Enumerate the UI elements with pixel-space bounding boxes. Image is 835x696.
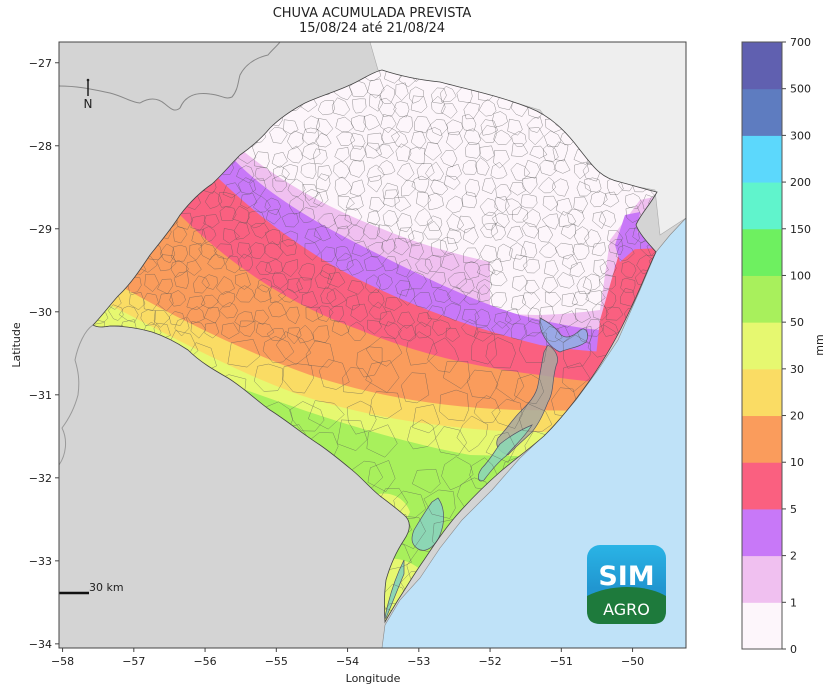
x-tick-label: −56 [193,655,216,668]
colorbar-tick-label: 100 [790,269,811,282]
logo-text-sim: SIM [598,561,654,592]
colorbar-tick-label: 20 [790,410,804,423]
colorbar-segment [742,462,782,510]
colorbar-segment [742,602,782,650]
x-axis: −58 −57 −56 −55 −54 −53 −52 −51 −50 [51,648,644,668]
chart-title: CHUVA ACUMULADA PREVISTA [272,6,472,21]
colorbar-tick-label: 50 [790,316,804,329]
colorbar-tick-label: 300 [790,129,811,142]
colorbar-label: mm [813,334,826,355]
north-arrow-label: N [84,97,93,111]
colorbar-tick-label: 2 [790,550,797,563]
colorbar-tick-label: 200 [790,176,811,189]
y-tick-label: −31 [29,389,52,402]
colorbar-frame [741,41,783,650]
y-tick-label: −27 [29,57,52,70]
y-tick-label: −29 [29,223,52,236]
colorbar-tick-label: 0 [790,643,797,656]
y-tick-label: −33 [29,555,52,568]
map-area: N 30 km SIM AGRO [59,42,686,648]
y-tick-label: −28 [29,140,52,153]
rain-band-2-5-coast [615,212,640,262]
logo-text-agro: AGRO [603,600,650,619]
rain-band-5-10-coast [595,248,657,365]
x-tick-label: −57 [122,655,145,668]
uruguay-border [59,324,94,466]
colorbar: 0 1 2 5 10 20 30 50 100 150 200 300 500 700 [741,36,811,656]
colorbar-tick-label: 5 [790,503,797,516]
colorbar-segment [742,368,782,417]
chart-subtitle: 15/08/24 até 21/08/24 [298,21,446,36]
colorbar-segment [742,42,782,90]
y-axis-label: Latitude [10,322,23,368]
state-outline [92,69,658,624]
lagoa-dos-patos-south [478,424,533,482]
colorbar-segment [742,275,782,323]
colorbar-segment [742,88,782,136]
colorbar-segment [742,415,782,463]
ocean [381,217,686,648]
y-tick-label: −30 [29,306,52,319]
colorbar-segment [742,228,782,276]
chart-title-block: CHUVA ACUMULADA PREVISTA 15/08/24 até 21… [222,6,522,36]
colorbar-tick-label: 30 [790,363,804,376]
lagoa-mirim [411,497,444,551]
scale-bar: 30 km [59,581,124,595]
colorbar-segment [742,182,782,230]
x-tick-label: −54 [336,655,359,668]
north-arrow: N [84,78,93,111]
x-axis-label: Longitude [346,672,401,685]
colorbar-tick-label: 1 [790,596,797,609]
x-tick-label: −58 [51,655,74,668]
colorbar-tick-label: 150 [790,223,811,236]
y-axis: −27 −28 −29 −30 −31 −32 −33 −34 [29,57,59,651]
colorbar-segment [742,135,782,183]
sim-agro-logo: SIM AGRO [587,545,666,624]
x-tick-label: −50 [621,655,644,668]
colorbar-tick-label: 700 [790,36,811,49]
colorbar-tick-label: 500 [790,83,811,96]
colorbar-segment [742,555,782,603]
scale-bar-label: 30 km [89,581,124,594]
x-tick-label: −55 [265,655,288,668]
x-tick-label: −52 [478,655,501,668]
y-tick-label: −34 [29,638,52,651]
x-tick-label: −53 [407,655,430,668]
colorbar-segment [742,508,782,557]
colorbar-tick-label: 10 [790,456,804,469]
y-tick-label: −32 [29,472,52,485]
x-tick-label: −51 [550,655,573,668]
international-border [59,42,281,111]
plot-frame [58,41,687,649]
colorbar-segment [742,322,782,370]
